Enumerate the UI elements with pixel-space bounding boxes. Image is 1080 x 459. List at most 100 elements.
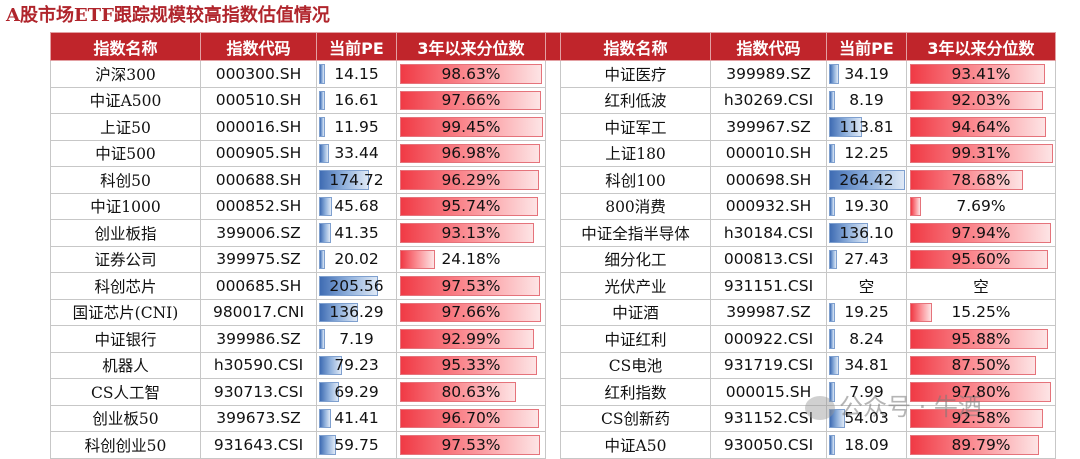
index-code-cell: 399967.SZ	[710, 113, 827, 141]
index-name-cell: 国证芯片(CNI)	[50, 298, 201, 326]
pe-cell: 7.19	[316, 325, 397, 353]
index-name-cell: 中证酒	[560, 298, 711, 326]
percentile-cell: 97.53%	[396, 272, 546, 300]
gap-cell	[546, 405, 561, 432]
percentile-cell: 78.68%	[906, 166, 1056, 194]
index-code-cell: 399975.SZ	[200, 245, 317, 273]
percentile-cell: 95.88%	[906, 325, 1056, 353]
percentile-value: 95.74%	[441, 197, 501, 216]
index-name-cell: 科创100	[560, 166, 711, 194]
percentile-cell: 空	[906, 272, 1056, 300]
table-row: 中证银行 399986.SZ 7.19 92.99% 中证红利 000922.CSI 8.2…	[50, 325, 1056, 353]
index-code-cell: 000016.SH	[200, 113, 317, 141]
percentile-value: 99.45%	[441, 117, 501, 136]
gap-cell	[546, 167, 561, 194]
percentile-bar	[400, 90, 541, 110]
percentile-value: 93.13%	[441, 223, 501, 242]
percentile-value: 97.66%	[441, 91, 501, 110]
gap-cell	[546, 114, 561, 141]
pe-value: 16.61	[334, 91, 379, 110]
pe-value: 174.72	[329, 170, 384, 189]
pe-cell: 空	[826, 272, 907, 300]
percentile-cell: 99.31%	[906, 139, 1056, 167]
pe-cell: 19.30	[826, 192, 907, 220]
gap-cell	[546, 299, 561, 326]
pe-cell: 12.25	[826, 139, 907, 167]
pe-cell: 41.41	[316, 404, 397, 432]
percentile-bar	[400, 329, 534, 349]
index-name-cell: 中证军工	[560, 113, 711, 141]
pe-cell: 27.43	[826, 245, 907, 273]
pe-cell: 34.19	[826, 60, 907, 88]
percentile-value: 97.53%	[441, 276, 501, 295]
percentile-cell: 95.33%	[396, 351, 546, 379]
header-row: 指数名称 指数代码 当前PE 3年以来分位数 指数名称 指数代码 当前PE 3年…	[50, 32, 1056, 61]
pe-cell: 33.44	[316, 139, 397, 167]
percentile-cell: 96.29%	[396, 166, 546, 194]
pe-bar	[829, 90, 835, 110]
percentile-cell: 92.99%	[396, 325, 546, 353]
pe-bar	[319, 223, 331, 243]
index-name-cell: 中证A500	[50, 86, 201, 114]
index-code-cell: 399006.SZ	[200, 219, 317, 247]
percentile-cell: 96.98%	[396, 139, 546, 167]
percentile-bar	[910, 90, 1043, 110]
pe-value: 264.42	[839, 170, 894, 189]
percentile-value: 97.66%	[441, 303, 501, 322]
index-name-cell: 科创创业50	[50, 431, 201, 459]
index-code-cell: 000932.SH	[710, 192, 827, 220]
percentile-cell: 80.63%	[396, 378, 546, 406]
index-name-cell: 中证医疗	[560, 60, 711, 88]
percentile-value: 92.58%	[951, 409, 1011, 428]
header-name-left: 指数名称	[50, 32, 201, 61]
pe-bar	[829, 223, 869, 243]
index-name-cell: 中证全指半导体	[560, 219, 711, 247]
percentile-cell: 94.64%	[906, 113, 1056, 141]
table-row: 中证500 000905.SH 33.44 96.98% 上证180 000010.SH 1…	[50, 139, 1056, 167]
pe-value: 79.23	[334, 356, 379, 375]
pe-bar	[319, 117, 325, 137]
index-code-cell: 399986.SZ	[200, 325, 317, 353]
percentile-cell: 97.53%	[396, 431, 546, 459]
pe-cell: 7.99	[826, 378, 907, 406]
gap-cell	[546, 352, 561, 379]
pe-cell: 8.19	[826, 86, 907, 114]
pe-bar	[829, 408, 845, 428]
pe-cell: 20.02	[316, 245, 397, 273]
percentile-bar	[400, 170, 539, 190]
percentile-bar	[910, 329, 1049, 349]
percentile-cell: 95.60%	[906, 245, 1056, 273]
percentile-bar	[910, 355, 1036, 375]
percentile-bar	[910, 223, 1052, 243]
pe-cell: 136.10	[826, 219, 907, 247]
pe-bar	[829, 249, 837, 269]
pe-value: 14.15	[334, 64, 379, 83]
header-pe-left: 当前PE	[316, 32, 397, 61]
pe-value: 41.41	[334, 409, 379, 428]
table-row: 科创芯片 000685.SH 205.56 97.53% 光伏产业 931151.CSI 空…	[50, 272, 1056, 300]
percentile-value: 97.80%	[951, 382, 1011, 401]
percentile-value: 78.68%	[951, 170, 1011, 189]
index-name-cell: CS电池	[560, 351, 711, 379]
header-pct-right: 3年以来分位数	[906, 32, 1056, 61]
percentile-bar	[400, 223, 535, 243]
percentile-bar	[400, 302, 541, 322]
pe-cell: 16.61	[316, 86, 397, 114]
table-row: 创业板指 399006.SZ 41.35 93.13% 中证全指半导体 h30184.CS…	[50, 219, 1056, 247]
percentile-value: 89.79%	[951, 435, 1011, 454]
pe-value: 27.43	[844, 250, 889, 269]
index-name-cell: 科创芯片	[50, 272, 201, 300]
pe-bar	[319, 408, 331, 428]
pe-value: 59.75	[334, 435, 379, 454]
index-name-cell: 机器人	[50, 351, 201, 379]
index-code-cell: 000905.SH	[200, 139, 317, 167]
percentile-value: 99.31%	[951, 144, 1011, 163]
index-name-cell: 中证银行	[50, 325, 201, 353]
header-pe-right: 当前PE	[826, 32, 907, 61]
percentile-cell: 98.63%	[396, 60, 546, 88]
percentile-bar	[400, 249, 435, 269]
index-code-cell: 000852.SH	[200, 192, 317, 220]
percentile-value: 92.03%	[951, 91, 1011, 110]
pe-cell: 19.25	[826, 298, 907, 326]
percentile-cell: 93.13%	[396, 219, 546, 247]
